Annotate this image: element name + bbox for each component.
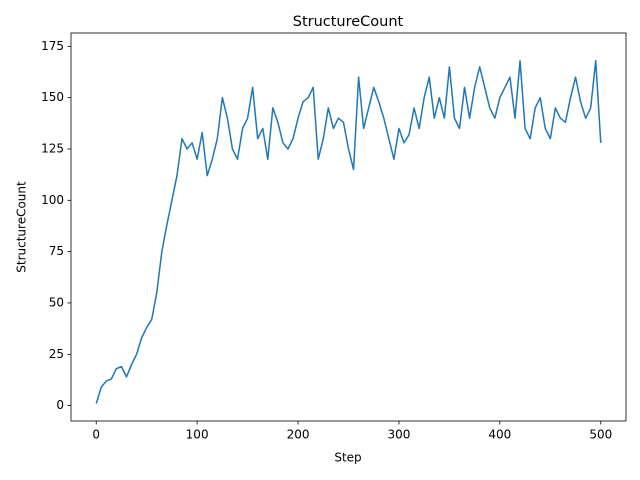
y-tick-label: 150: [41, 90, 64, 104]
y-tick-label: 50: [49, 295, 64, 309]
y-tick-label: 0: [56, 398, 64, 412]
y-tick-label: 75: [49, 244, 64, 258]
plot-frame: [70, 32, 627, 422]
x-tick-label: 500: [589, 428, 612, 442]
x-tick-label: 0: [92, 428, 100, 442]
line: [95, 59, 602, 404]
y-tick-label: 175: [41, 39, 64, 53]
y-tick-label: 25: [49, 347, 64, 361]
x-tick-label: 100: [186, 428, 209, 442]
x-tick-label: 300: [388, 428, 411, 442]
y-tick-label: 125: [41, 141, 64, 155]
x-axis-label: Step: [334, 451, 361, 465]
x-tick-label: 400: [488, 428, 511, 442]
y-axis-label: StructureCount: [15, 181, 29, 273]
x-tick-label: 200: [287, 428, 310, 442]
y-tick-label: 100: [41, 193, 64, 207]
chart-title: StructureCount: [293, 14, 404, 30]
